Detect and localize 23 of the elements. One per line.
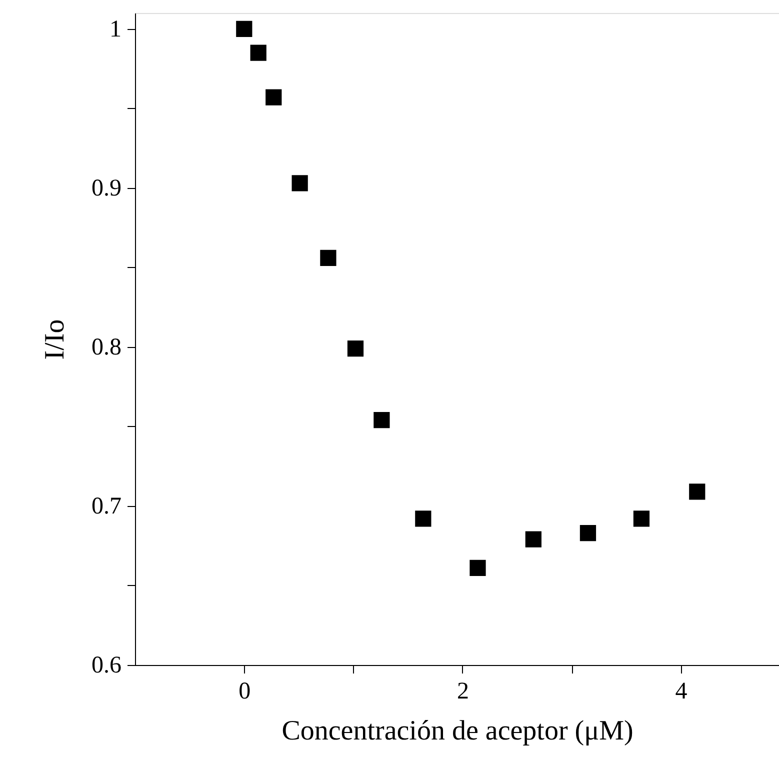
y-axis-title: I/Io xyxy=(40,319,70,360)
point xyxy=(580,524,596,542)
point xyxy=(347,340,364,357)
point xyxy=(525,531,542,548)
point xyxy=(292,175,308,192)
point xyxy=(689,484,706,500)
y-tick-label: 0.8 xyxy=(92,334,122,360)
point xyxy=(470,560,486,576)
x-tick-label: 2 xyxy=(456,678,469,704)
point xyxy=(250,44,266,61)
point xyxy=(633,510,650,527)
y-tick-label: 0.9 xyxy=(92,175,122,202)
point xyxy=(374,412,390,428)
point xyxy=(236,20,252,37)
point xyxy=(415,510,432,527)
y-tick-label: 0.7 xyxy=(92,493,122,520)
y-tick-label: 0.6 xyxy=(92,652,122,678)
point xyxy=(320,250,336,266)
y-tick-label: 1 xyxy=(110,16,122,42)
point xyxy=(266,89,282,106)
x-tick-label: 4 xyxy=(675,678,688,704)
x-tick-label: 0 xyxy=(238,678,251,704)
x-axis-title: Concentración de aceptor (μM) xyxy=(282,716,634,746)
